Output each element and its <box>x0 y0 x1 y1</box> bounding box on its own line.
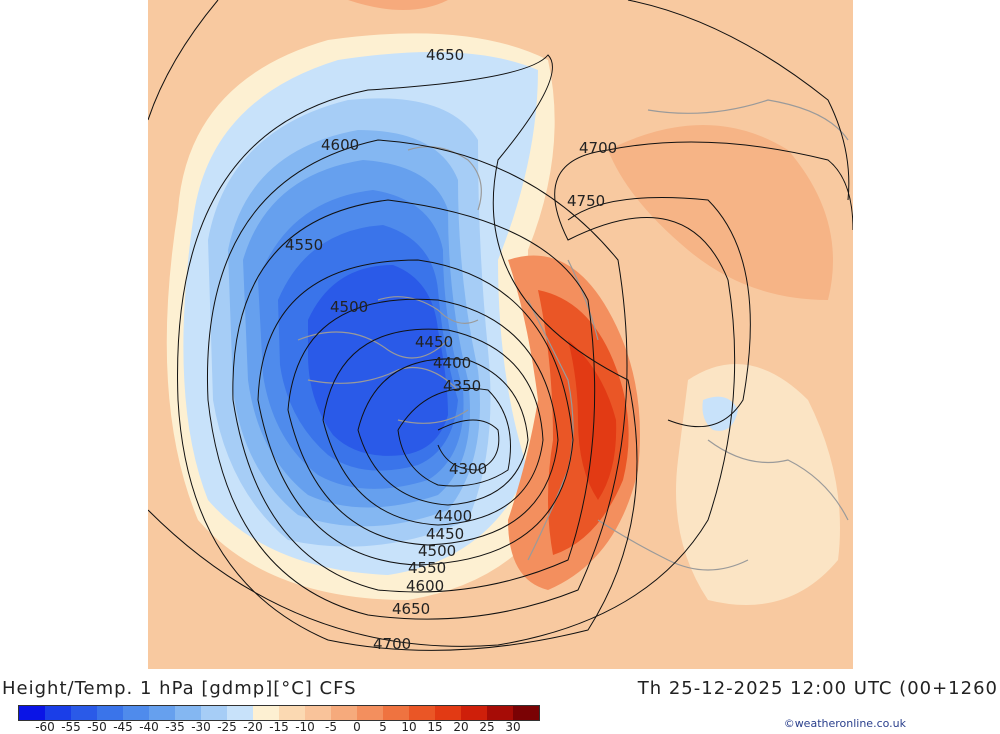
contour-label-4400-south: 4400 <box>434 507 472 525</box>
legend-swatch <box>409 706 435 720</box>
legend-tick-label: -5 <box>325 720 337 734</box>
legend-tick-label: -40 <box>139 720 159 734</box>
legend-swatch <box>19 706 45 720</box>
contour-label-4500-south: 4500 <box>418 542 456 560</box>
legend-swatch <box>253 706 279 720</box>
legend-tick-label: -50 <box>87 720 107 734</box>
legend-tick-label: -20 <box>243 720 263 734</box>
credit-link[interactable]: ©weatheronline.co.uk <box>783 717 906 730</box>
legend-tick-label: 10 <box>401 720 417 734</box>
contour-label-4700-northeast: 4700 <box>579 139 617 157</box>
contour-label-4300: 4300 <box>449 460 487 478</box>
legend-swatch <box>227 706 253 720</box>
warm-patch-northeast <box>608 125 833 300</box>
contour-label-4750: 4750 <box>567 192 605 210</box>
legend-swatch <box>149 706 175 720</box>
legend-tick-label: -15 <box>269 720 289 734</box>
legend-swatch <box>331 706 357 720</box>
legend-swatch <box>201 706 227 720</box>
legend-tick-label: 5 <box>379 720 387 734</box>
legend-swatch <box>513 706 539 720</box>
contour-4300 <box>437 419 500 471</box>
legend-swatch <box>123 706 149 720</box>
contour-label-4550-south: 4550 <box>408 559 446 577</box>
contour-label-4600-south: 4600 <box>406 577 444 595</box>
contour-label-4650-north: 4650 <box>426 46 464 64</box>
legend-tick-label: -10 <box>295 720 315 734</box>
legend-swatch <box>357 706 383 720</box>
legend-swatch <box>45 706 71 720</box>
legend-swatch <box>461 706 487 720</box>
contour-label-4450-south: 4450 <box>426 525 464 543</box>
contour-lines <box>148 0 853 651</box>
contour-label-4400-north: 4400 <box>433 354 471 372</box>
legend-swatch <box>97 706 123 720</box>
warm-wedge-3 <box>568 340 617 500</box>
cold-patch-east <box>702 396 738 431</box>
legend-swatch <box>487 706 513 720</box>
contour-label-4600-north: 4600 <box>321 136 359 154</box>
contour-label-4650-south: 4650 <box>392 600 430 618</box>
legend-swatch <box>383 706 409 720</box>
legend-swatch <box>279 706 305 720</box>
weather-map: 4300 4350 4400 4400 4450 4450 4500 4500 … <box>148 0 853 669</box>
legend-tick-label: -45 <box>113 720 133 734</box>
coastlines <box>297 99 849 571</box>
cold-shade-7 <box>308 265 448 456</box>
legend-tick-label: -55 <box>61 720 81 734</box>
contour-label-4450-north: 4450 <box>415 333 453 351</box>
map-timestamp: Th 25-12-2025 12:00 UTC (00+1260 <box>637 678 998 699</box>
legend-tick-label: 20 <box>453 720 469 734</box>
contour-label-4550-north: 4550 <box>285 236 323 254</box>
map-canvas: 4300 4350 4400 4400 4450 4450 4500 4500 … <box>148 0 853 669</box>
map-title: Height/Temp. 1 hPa [gdmp][°C] CFS <box>2 678 357 699</box>
contour-label-4350: 4350 <box>443 377 481 395</box>
legend-swatch <box>305 706 331 720</box>
legend-tick-label: 0 <box>353 720 361 734</box>
color-legend <box>18 705 540 721</box>
legend-tick-label: 25 <box>479 720 495 734</box>
contour-label-4700-south: 4700 <box>373 635 411 653</box>
legend-tick-label: 30 <box>505 720 521 734</box>
color-legend-labels: -60 -55 -50 -45 -40 -35 -30 -25 -20 -15 -10 -5 0 5 10 1… <box>18 720 578 734</box>
contour-label-4500-north: 4500 <box>330 298 368 316</box>
legend-tick-label: -60 <box>35 720 55 734</box>
legend-swatch <box>71 706 97 720</box>
legend-tick-label: 15 <box>427 720 443 734</box>
legend-tick-label: -30 <box>191 720 211 734</box>
legend-swatch <box>435 706 461 720</box>
legend-tick-label: -35 <box>165 720 185 734</box>
warm-patch-north <box>348 0 448 10</box>
legend-swatch <box>175 706 201 720</box>
legend-tick-label: -25 <box>217 720 237 734</box>
contour-labels: 4300 4350 4400 4400 4450 4450 4500 4500 … <box>285 46 617 653</box>
